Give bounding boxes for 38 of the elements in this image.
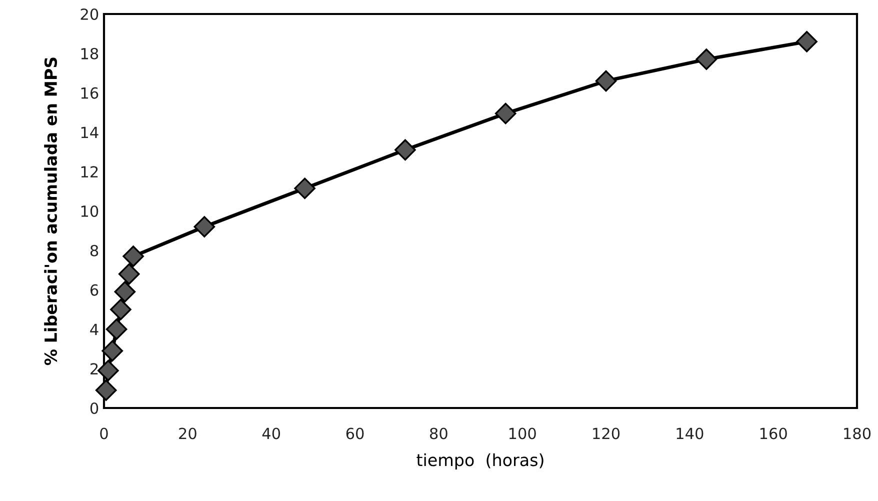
point <box>98 360 119 382</box>
x-tick-label: 20 <box>179 428 196 440</box>
y-tick-label: 16 <box>81 87 98 99</box>
y-tick-label: 8 <box>90 244 98 256</box>
x-tick-label: 80 <box>430 428 448 440</box>
y-tick-label: 14 <box>81 126 98 138</box>
x-axis-title: tiempo (horas) <box>416 453 544 470</box>
x-tick-label: 0 <box>100 428 108 440</box>
y-tick-label: 4 <box>90 324 98 336</box>
y-tick-label: 6 <box>90 284 98 296</box>
point <box>95 380 117 401</box>
point <box>494 102 516 124</box>
point <box>696 48 718 70</box>
x-tick-label: 60 <box>346 428 364 440</box>
x-tick-label: 140 <box>676 428 704 440</box>
point <box>394 139 416 161</box>
y-tick-label: 20 <box>80 8 98 20</box>
y-axis-title: % Liberaci'on acumulada en MPS <box>44 58 58 366</box>
point <box>194 216 216 238</box>
y-tick-label: 0 <box>90 402 98 414</box>
point <box>106 318 128 340</box>
x-tick-label: 160 <box>760 428 787 440</box>
y-tick-label: 10 <box>81 205 98 218</box>
x-tick-label: 100 <box>509 428 536 440</box>
x-tick-label: 40 <box>262 428 280 440</box>
point <box>102 340 124 362</box>
point <box>118 263 140 285</box>
x-tick-label: 180 <box>844 428 871 440</box>
point <box>110 298 132 320</box>
point <box>114 281 136 302</box>
point <box>294 178 316 199</box>
x-tick-label: 120 <box>593 428 620 440</box>
y-tick-label: 2 <box>90 363 98 374</box>
y-tick-label: 18 <box>81 48 98 60</box>
point <box>796 30 818 52</box>
point <box>122 246 144 267</box>
point <box>595 70 617 92</box>
y-tick-label: 12 <box>81 166 98 178</box>
